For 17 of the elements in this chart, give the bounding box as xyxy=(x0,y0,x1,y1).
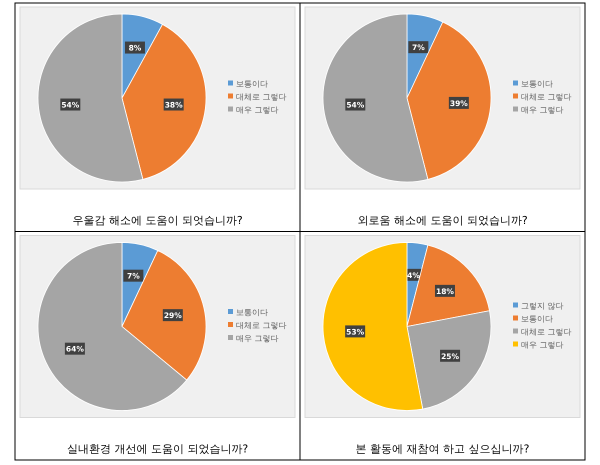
legend-label: 매우 그렇다 xyxy=(236,334,279,343)
legend-label: 대체로 그렇다 xyxy=(236,321,287,330)
legend-label: 매우 그렇다 xyxy=(521,340,564,350)
legend-label: 대체로 그렇다 xyxy=(236,92,287,102)
legend-label: 보통이다 xyxy=(521,314,553,324)
text: 본 활동에 재참여 하고 싶으십니까? xyxy=(356,442,530,456)
legend-label: 매우 그렇다 xyxy=(521,106,564,114)
legend-label: 보통이다 xyxy=(236,80,268,88)
text: 실내환경 개선에 도움이 되었습니까? xyxy=(66,442,248,456)
legend-label: 대체로 그렇다 xyxy=(521,328,572,336)
legend-label: 그렇지 않다 xyxy=(521,302,564,310)
legend-label: 보통이다 xyxy=(236,308,268,317)
legend-label: 매우 그렇다 xyxy=(236,106,279,114)
text: 외로움 해소에 도움이 되었습니까? xyxy=(357,214,528,227)
text: 우울감 해소에 도움이 되엇습니까? xyxy=(72,214,243,227)
legend-label: 보통이다 xyxy=(521,80,553,88)
legend-label: 대체로 그렇다 xyxy=(521,92,572,102)
